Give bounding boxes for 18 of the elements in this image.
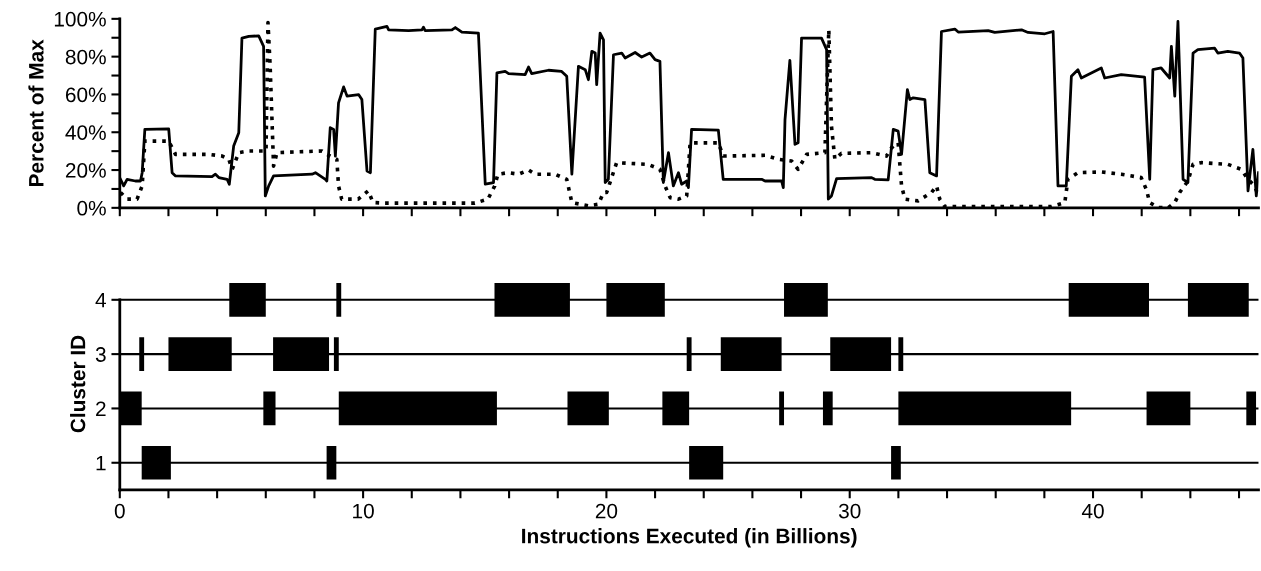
x-tick-label: 30 (838, 503, 861, 519)
x-axis-title: Instructions Executed (in Billions) (522, 528, 857, 548)
y-tick-label: 60% (65, 87, 106, 103)
y-axis-title: Cluster ID (70, 335, 86, 433)
y-tick-label: 4 (95, 293, 106, 308)
y-tick-label: 80% (65, 49, 106, 65)
x-tick-label: 20 (595, 503, 618, 519)
y-tick-label: 100% (54, 11, 106, 27)
x-tick-label: 40 (1081, 503, 1104, 519)
y-tick-label: 3 (95, 347, 106, 362)
y-axis-title: Percent of Max (28, 39, 44, 187)
y-tick-label: 2 (96, 401, 106, 416)
y-tick-label: 20% (65, 163, 106, 178)
x-tick-label: 10 (353, 503, 374, 519)
y-tick-label: 1 (96, 455, 106, 471)
x-tick-label: 0 (114, 503, 125, 519)
y-tick-label: 0% (77, 200, 106, 216)
y-tick-label: 40% (65, 125, 106, 140)
